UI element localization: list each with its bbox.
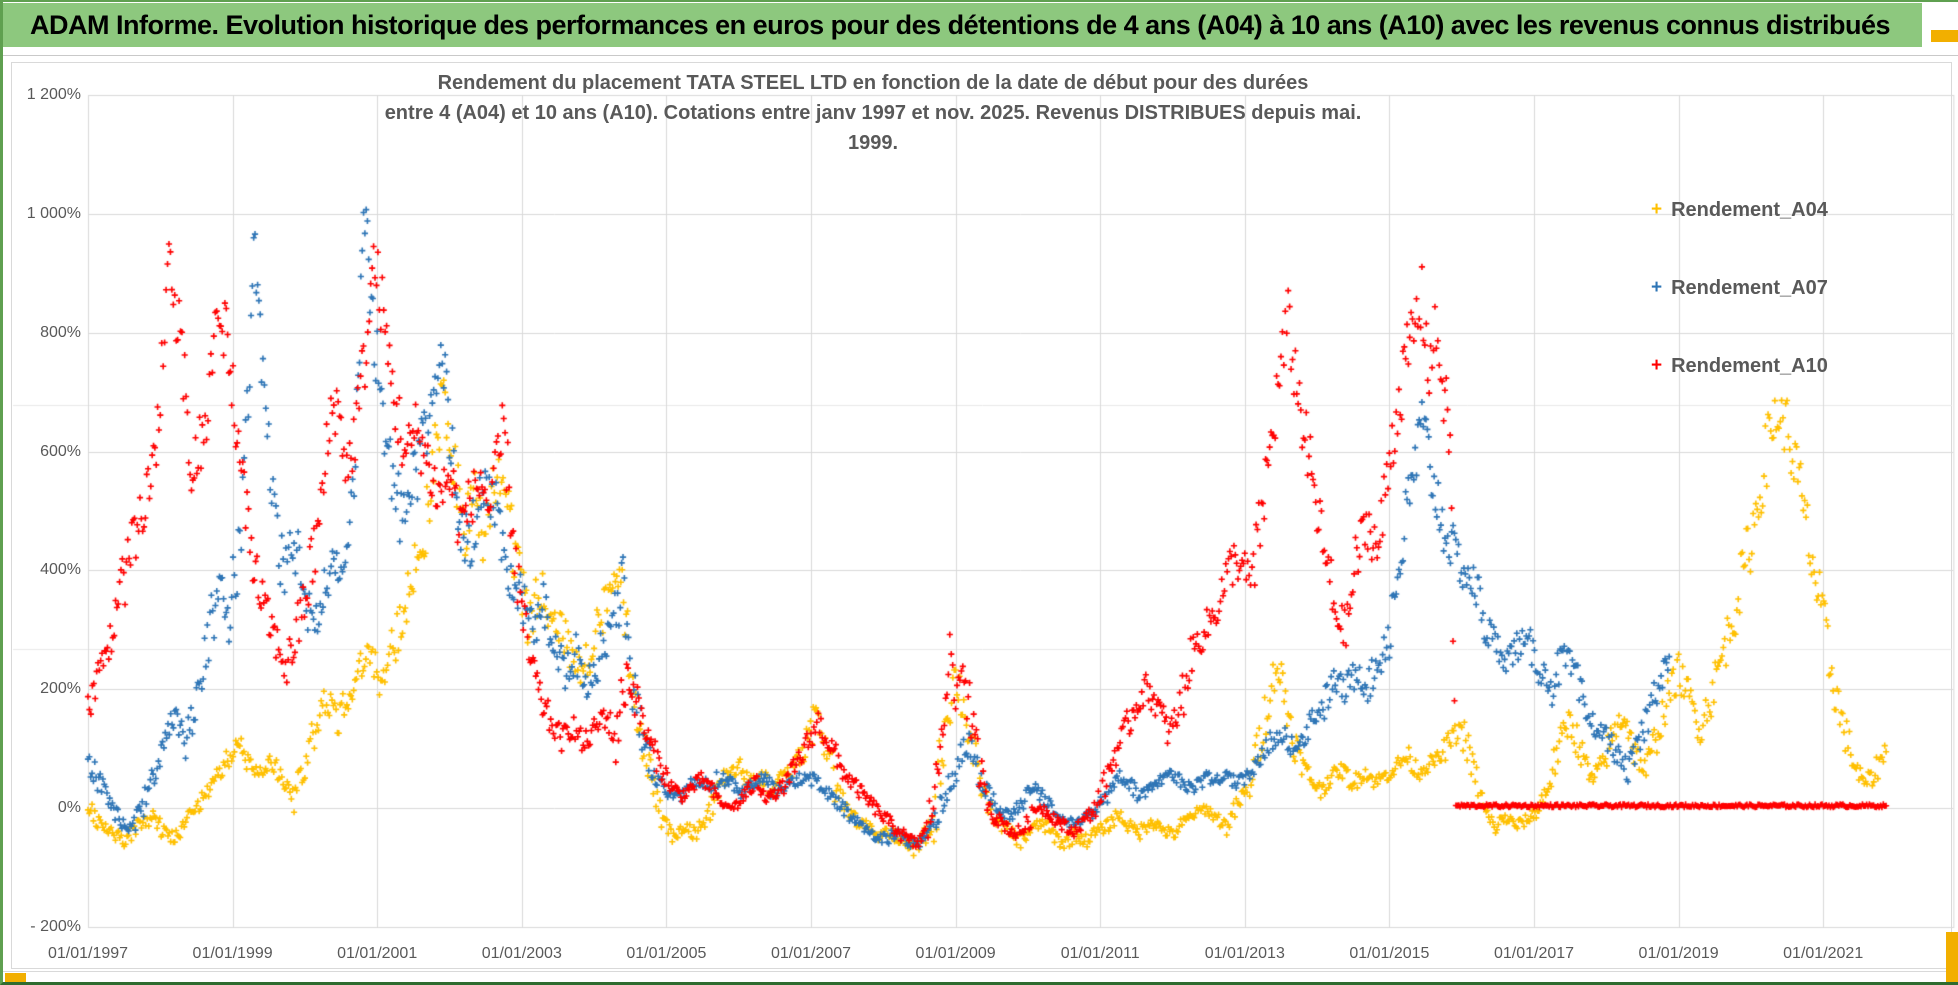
y-tick-label: 1 000%: [26, 204, 81, 222]
plus-marker-icon: +: [1651, 199, 1663, 220]
legend-item-a10[interactable]: + Rendement_A10: [1651, 350, 1828, 382]
x-tick-label: 01/01/1999: [192, 945, 273, 962]
plus-marker-icon: +: [1651, 355, 1663, 376]
legend-label: Rendement_A07: [1671, 276, 1828, 299]
x-tick-label: 01/01/2021: [1783, 945, 1864, 962]
y-tick-label: 1 200%: [26, 86, 81, 103]
y-tick-label: 0%: [57, 799, 81, 817]
x-tick-label: 01/01/2009: [915, 945, 996, 962]
x-tick-label: 01/01/2011: [1060, 945, 1140, 962]
x-tick-label: 01/01/2013: [1204, 945, 1285, 962]
x-tick-label: 01/01/1997: [47, 945, 129, 962]
selection-accent-bottom-left: [5, 973, 26, 982]
legend-item-a07[interactable]: + Rendement_A07: [1651, 272, 1828, 304]
x-tick-label: 01/01/2017: [1493, 945, 1575, 962]
x-tick-label: 01/01/2003: [481, 945, 562, 962]
y-tick-label: 600%: [40, 442, 81, 460]
plus-marker-icon: +: [1651, 277, 1663, 298]
y-tick-label: - 200%: [30, 918, 81, 935]
x-tick-label: 01/01/2005: [626, 945, 707, 962]
selection-accent-bottom-right: [1946, 932, 1958, 982]
y-tick-label: 400%: [40, 561, 81, 579]
x-tick-label: 01/01/2001: [337, 945, 418, 962]
y-tick-label: 800%: [40, 323, 81, 341]
legend-label: Rendement_A10: [1671, 354, 1828, 377]
y-tick-label: 200%: [40, 680, 81, 698]
x-tick-label: 01/01/2019: [1638, 945, 1719, 962]
chart-title-line2: entre 4 (A04) et 10 ans (A10). Cotations…: [384, 102, 1362, 154]
legend-item-a04[interactable]: + Rendement_A04: [1651, 194, 1828, 226]
x-tick-label: 01/01/2015: [1349, 945, 1430, 962]
x-tick-label: 01/01/2007: [770, 945, 852, 962]
selection-accent-top-right: [1931, 30, 1958, 42]
legend-label: Rendement_A04: [1671, 198, 1828, 221]
chart-title: Rendement du placement TATA STEEL LTD en…: [373, 68, 1373, 158]
chart-title-line1: Rendement du placement TATA STEEL LTD en…: [437, 72, 1309, 94]
bottom-divider: [3, 971, 1958, 972]
chart-plot-canvas[interactable]: [3, 2, 1958, 982]
